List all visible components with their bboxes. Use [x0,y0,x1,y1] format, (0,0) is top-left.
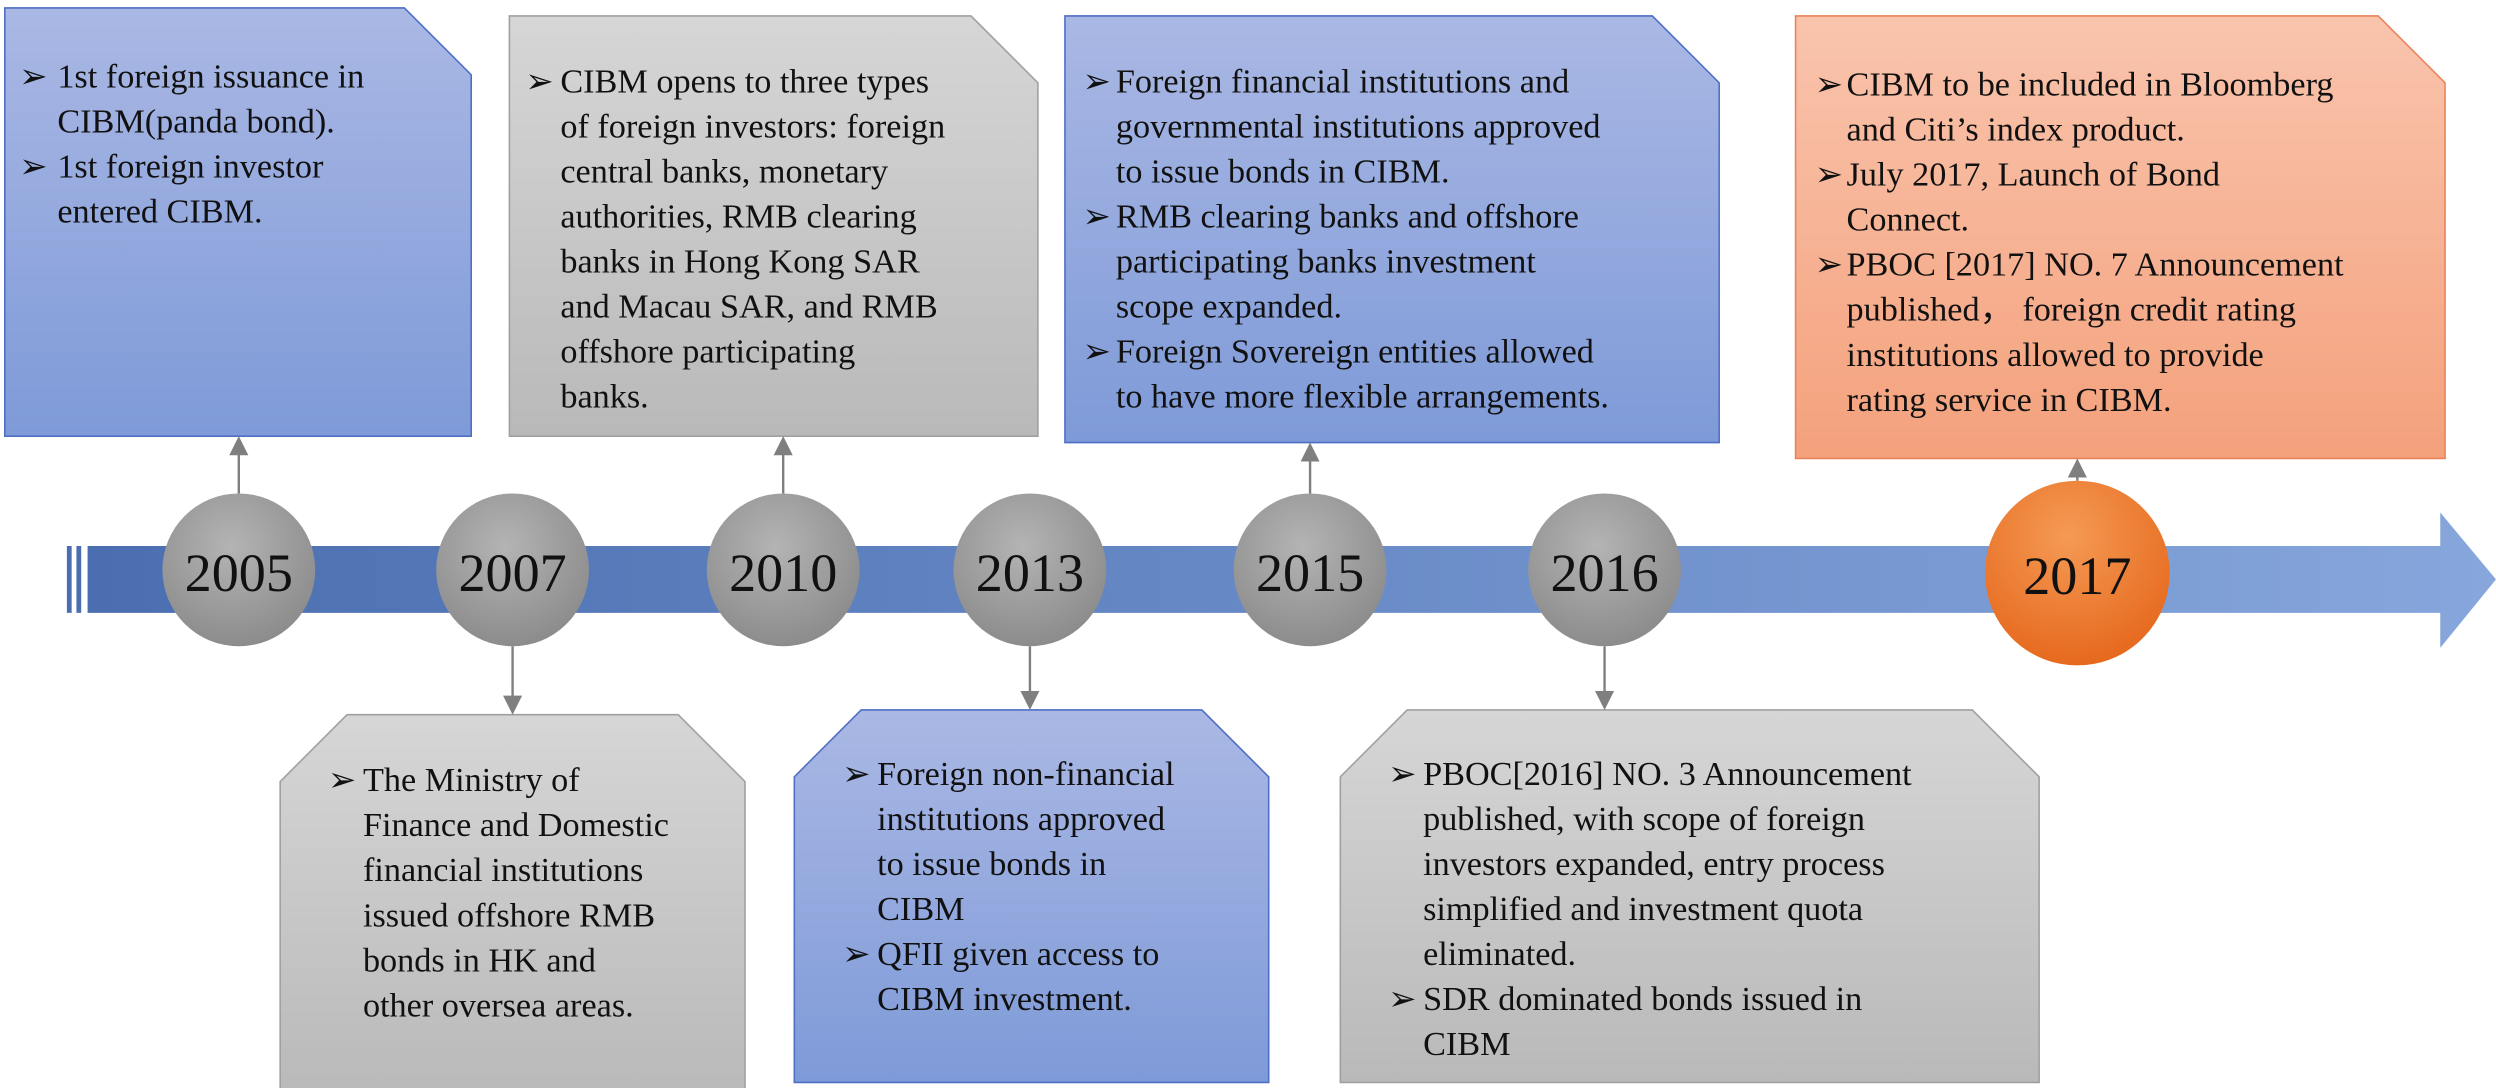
event-text: SDR dominated bonds issued in [1423,981,1862,1018]
event-text: institutions approved [877,801,1165,838]
event-text: of foreign investors: foreign [560,108,945,145]
event-text: eliminated. [1423,936,1576,973]
event-text: CIBM opens to three types [560,63,929,100]
bullet-icon: ➢ [19,59,48,96]
bullet-icon: ➢ [1082,63,1111,100]
bullet-icon: ➢ [19,149,48,186]
event-box [793,709,1270,1084]
event-text: Finance and Domestic [363,807,669,844]
event-text: CIBM [1423,1026,1510,1063]
event-text: CIBM investment. [877,981,1132,1018]
event-text: banks. [560,379,648,416]
event-text: participating banks investment [1116,244,1537,281]
event-text: published， foreign credit rating [1847,292,2296,329]
year-label: 2007 [458,543,566,603]
year-circle [1528,493,1681,647]
year-circle [953,493,1107,647]
bullet-icon: ➢ [328,762,357,799]
event-box [279,713,746,1088]
bullet-icon: ➢ [525,63,554,100]
event-text: to issue bonds in CIBM. [1116,153,1450,190]
year-label: 2005 [185,543,293,603]
event-text: to have more flexible arrangements. [1116,379,1609,416]
event-text: 1st foreign investor [57,149,324,186]
event-text: QFII given access to [877,936,1159,973]
bullet-icon: ➢ [1388,981,1417,1018]
event-text: simplified and investment quota [1423,891,1863,928]
bullet-icon: ➢ [1815,247,1844,284]
year-circle [436,493,589,647]
bullet-icon: ➢ [1388,756,1417,793]
year-label: 2013 [976,543,1084,603]
event-text: entered CIBM. [57,194,262,231]
event-text: PBOC[2016] NO. 3 Announcement [1423,756,1912,793]
year-label: 2010 [729,543,837,603]
bullet-icon: ➢ [1082,198,1111,235]
event-text: to issue bonds in [877,846,1106,883]
event-text: RMB clearing banks and offshore [1116,198,1579,235]
event-text: Foreign non-financial [877,756,1174,793]
event-text: banks in Hong Kong SAR [560,244,919,281]
event-text: Connect. [1847,202,1970,239]
event-text: scope expanded. [1116,289,1342,326]
event-text: authorities, RMB clearing [560,198,916,235]
event-text: rating service in CIBM. [1847,382,2172,419]
event-text: published, with scope of foreign [1423,801,1865,838]
event-text: CIBM to be included in Bloomberg [1847,67,2334,104]
bullet-icon: ➢ [1082,334,1111,371]
event-text: issued offshore RMB [363,897,655,934]
event-box [1339,709,2040,1084]
event-text: governmental institutions approved [1116,108,1601,145]
year-circle [706,493,860,647]
bullet-icon: ➢ [1815,157,1844,194]
event-text: central banks, monetary [560,153,888,190]
event-text: financial institutions [363,852,643,889]
event-text: investors expanded, entry process [1423,846,1885,883]
event-text: July 2017, Launch of Bond [1847,157,2221,194]
event-text: offshore participating [560,334,855,371]
year-circle [1985,480,2170,666]
event-box [4,7,472,437]
event-text: and Citi’s index product. [1847,112,2185,149]
event-text: PBOC [2017] NO. 7 Announcement [1847,247,2345,284]
event-box [508,15,1039,437]
year-circle [1233,493,1387,647]
year-label: 2016 [1550,543,1658,603]
year-label: 2015 [1256,543,1364,603]
bar-stripe [76,545,82,613]
year-circle [162,493,316,647]
event-text: CIBM(panda bond). [57,104,335,141]
event-text: other oversea areas. [363,987,634,1024]
bullet-icon: ➢ [1815,67,1844,104]
event-text: CIBM [877,891,964,928]
event-text: Foreign Sovereign entities allowed [1116,334,1594,371]
event-text: and Macau SAR, and RMB [560,289,937,326]
bullet-icon: ➢ [842,936,871,973]
bar-stripe [66,545,72,613]
event-text: The Ministry of [363,762,580,799]
event-box [1064,15,1720,444]
event-text: 1st foreign issuance in [57,59,364,96]
event-box [1794,15,2446,460]
year-label: 2017 [2023,546,2131,606]
event-text: Foreign financial institutions and [1116,63,1569,100]
bullet-icon: ➢ [842,756,871,793]
event-text: institutions allowed to provide [1847,337,2264,374]
event-text: bonds in HK and [363,942,596,979]
